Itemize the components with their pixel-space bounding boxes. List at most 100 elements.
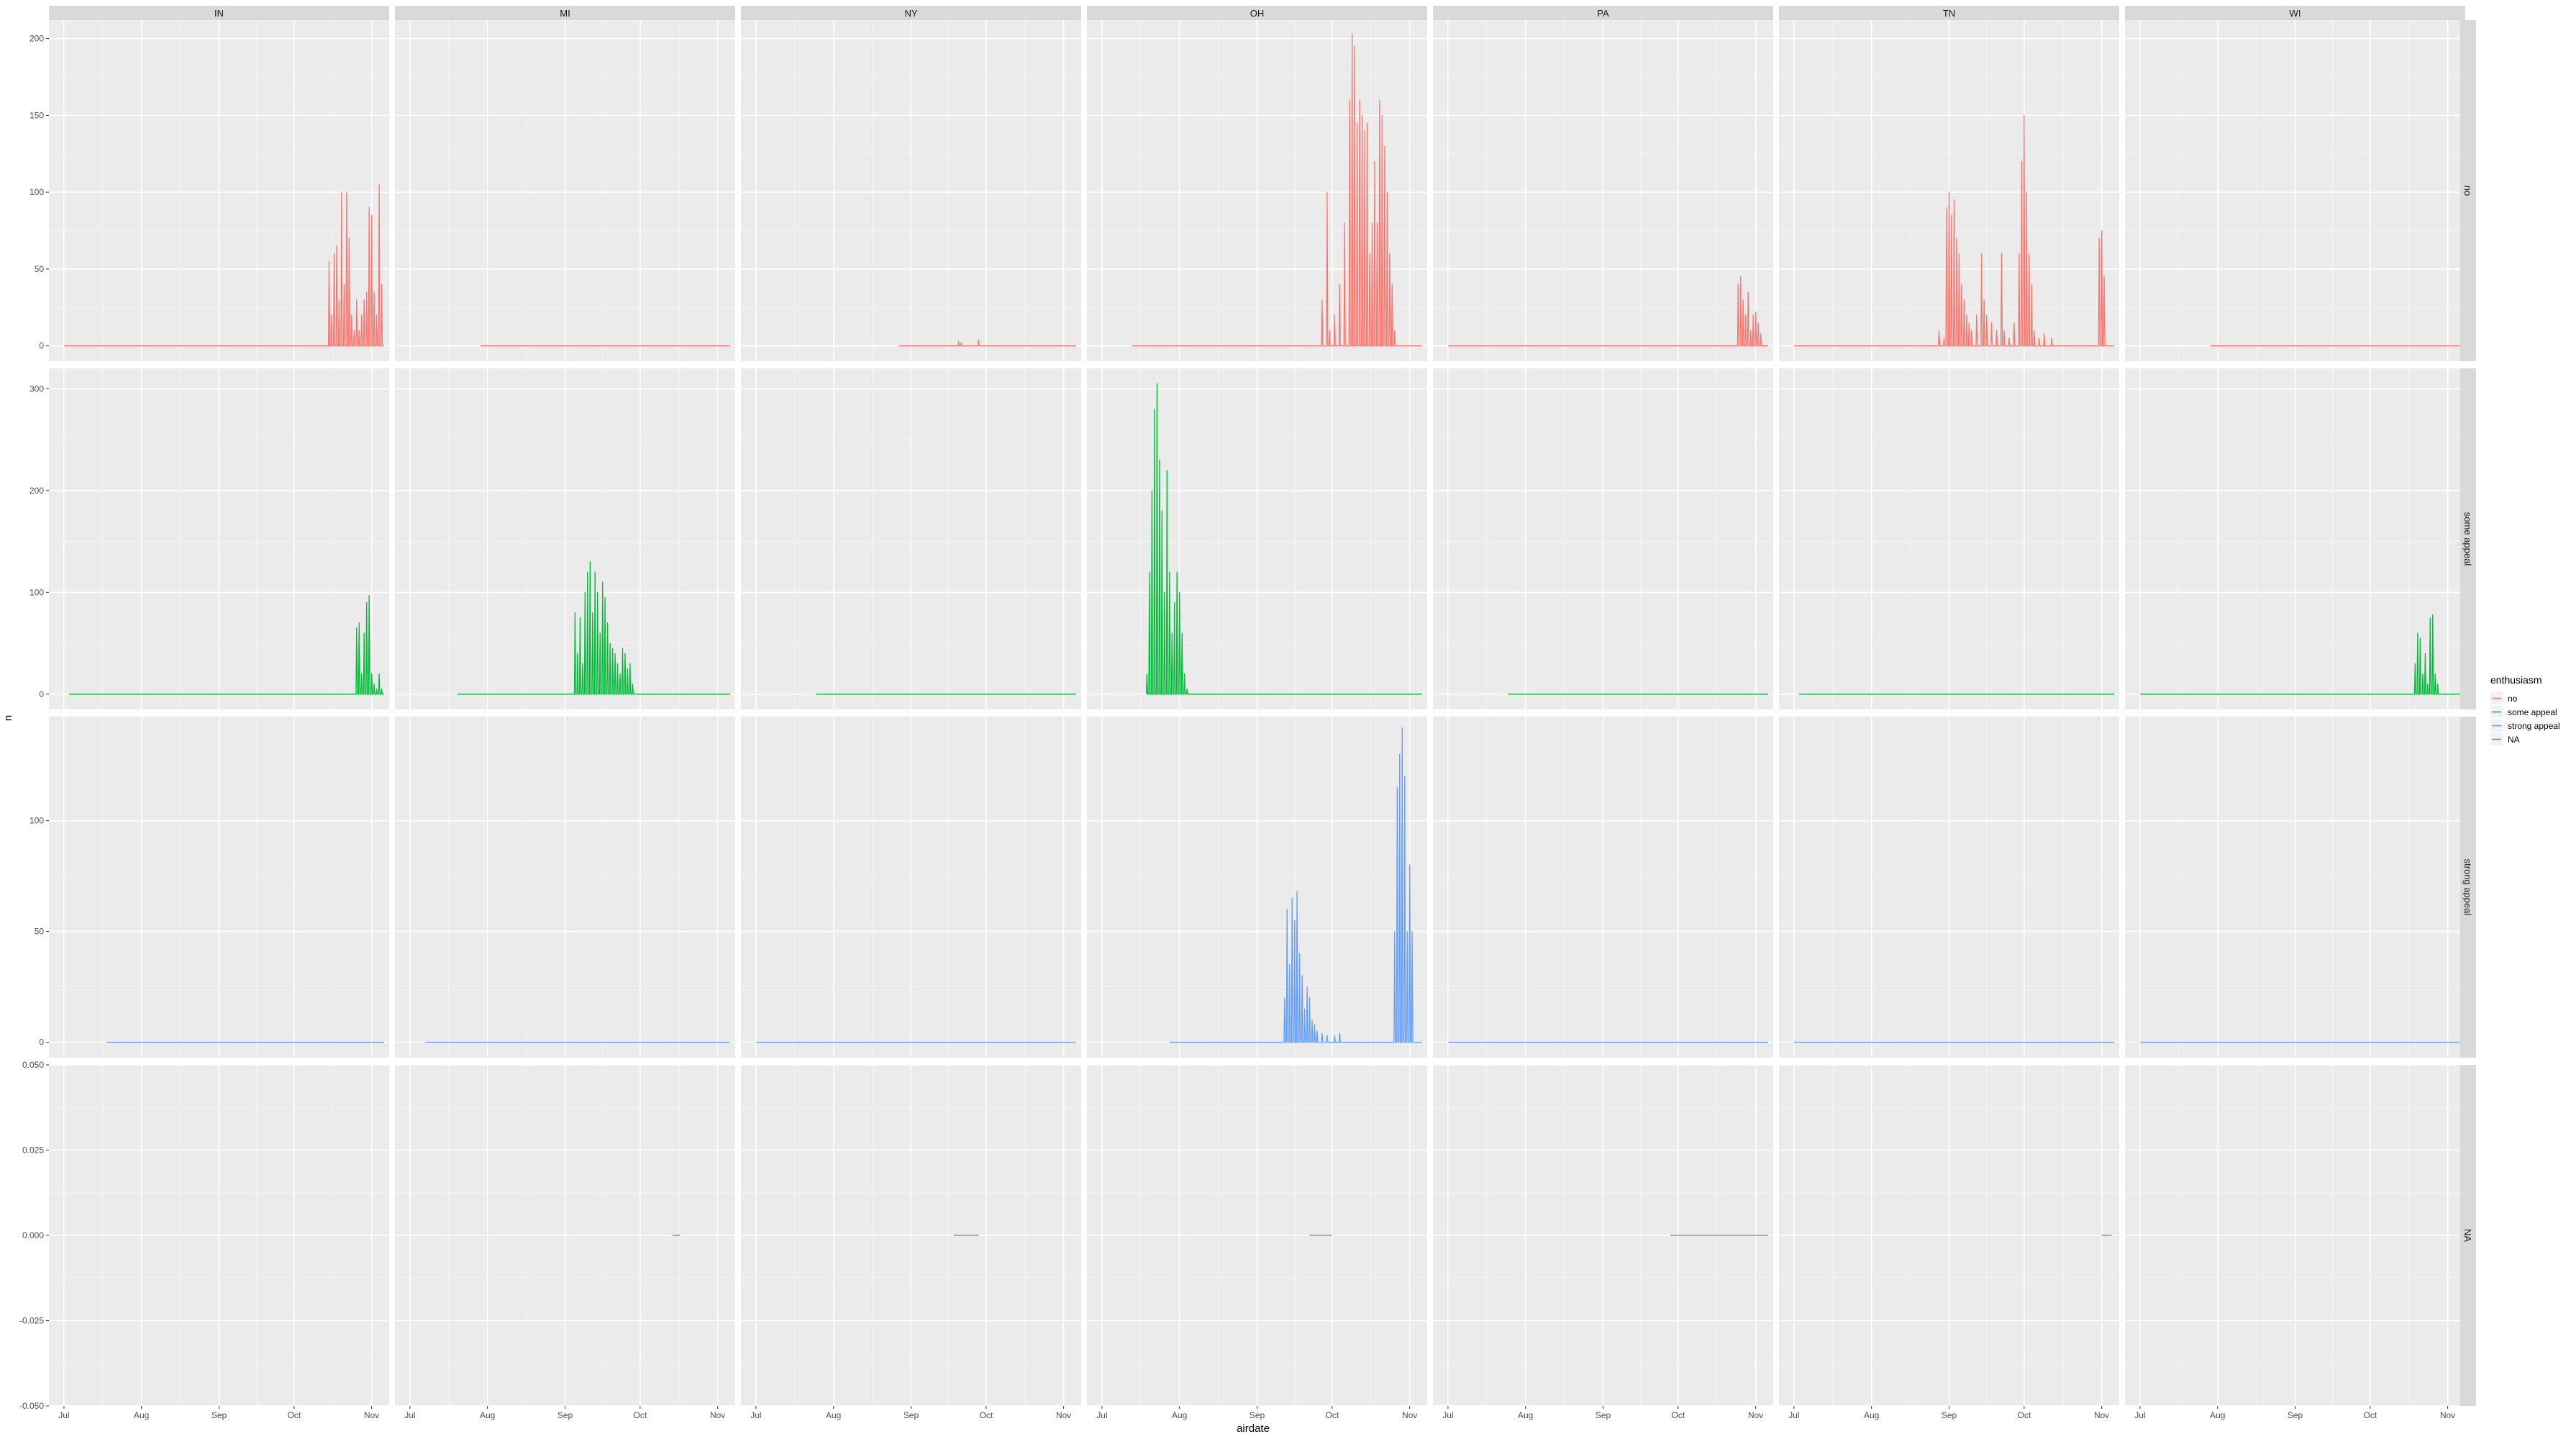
panel-in-na	[49, 1064, 389, 1407]
panel-tn-strong-appeal	[1779, 717, 2119, 1058]
series-line-no	[1793, 114, 2114, 347]
strip-label-na: NA	[2462, 1229, 2473, 1242]
legend: enthusiasm no some appeal strong appeal NA	[2490, 674, 2560, 745]
x-tick-label: Aug	[826, 1410, 841, 1420]
panel-oh-no	[1087, 20, 1427, 361]
y-tick-label: 150	[29, 110, 44, 120]
x-tick-label: Sep	[2288, 1410, 2303, 1420]
x-tick-label: Sep	[1596, 1410, 1611, 1420]
panel-oh-na	[1087, 1064, 1427, 1407]
series-line-strong-appeal	[1169, 727, 1422, 1043]
x-tick-label: Oct	[1326, 1410, 1339, 1420]
strip-label-ny: NY	[904, 8, 917, 19]
x-tick-label: Jul	[1442, 1410, 1453, 1420]
strip-some-appeal	[2460, 368, 2476, 709]
y-tick-label: 200	[29, 34, 44, 44]
strip-label-tn: TN	[1943, 8, 1955, 19]
panel-mi-no	[395, 20, 735, 361]
panel-tn-na	[1779, 1064, 2119, 1407]
strip-in	[49, 6, 389, 20]
series-line-some-appeal	[1145, 383, 1422, 695]
y-tick-label: 0.000	[22, 1230, 44, 1240]
panel-in-no	[49, 20, 389, 361]
x-tick-label: Nov	[1402, 1410, 1417, 1420]
x-tick-label: Jul	[404, 1410, 415, 1420]
series-line-some-appeal	[457, 561, 730, 695]
legend-label-some-appeal: some appeal	[2508, 707, 2557, 717]
x-tick-label: Nov	[2440, 1410, 2455, 1420]
y-tick-label: 50	[35, 927, 45, 937]
panel-ny-some-appeal	[741, 368, 1081, 709]
y-tick-label: -0.025	[19, 1316, 44, 1326]
x-tick-label: Sep	[904, 1410, 919, 1420]
y-axes: 0 50 100 150 200 0 100 200 300 0 50 100 -0.050 -0.025…	[19, 34, 49, 1411]
x-tick-label: Oct	[288, 1410, 301, 1420]
strip-tn	[1779, 6, 2119, 20]
strip-oh	[1087, 6, 1427, 20]
y-tick-label: 50	[35, 264, 45, 274]
panel-pa-no	[1433, 20, 1773, 361]
panel-wi-na	[2125, 1064, 2465, 1407]
panel-mi-some-appeal	[395, 368, 735, 709]
strip-label-pa: PA	[1597, 8, 1609, 19]
x-tick-label: Oct	[1672, 1410, 1685, 1420]
strip-label-oh: OH	[1250, 8, 1265, 19]
panel-pa-strong-appeal	[1433, 717, 1773, 1058]
x-tick-label: Nov	[364, 1410, 379, 1420]
x-tick-label: Aug	[1518, 1410, 1533, 1420]
strip-strong-appeal	[2460, 717, 2476, 1058]
x-tick-label: Sep	[557, 1410, 573, 1420]
y-tick-label: 300	[29, 383, 44, 394]
x-tick-label: Jul	[1788, 1410, 1799, 1420]
strip-label-mi: MI	[560, 8, 570, 19]
x-tick-label: Sep	[1942, 1410, 1957, 1420]
y-tick-label: 100	[29, 187, 44, 197]
x-tick-label: Jul	[58, 1410, 69, 1420]
panel-pa-some-appeal	[1433, 368, 1773, 709]
panel-oh-strong-appeal	[1087, 717, 1427, 1058]
x-tick-label: Jul	[1096, 1410, 1107, 1420]
x-tick-label: Oct	[634, 1410, 647, 1420]
y-tick-label: 0.025	[22, 1145, 44, 1156]
panel-pa-na	[1433, 1064, 1773, 1407]
panel-mi-na	[395, 1064, 735, 1407]
x-tick-label: Oct	[2364, 1410, 2377, 1420]
series-line-no	[898, 339, 1076, 347]
x-tick-label: Aug	[1172, 1410, 1187, 1420]
panel-ny-strong-appeal	[741, 717, 1081, 1058]
panel-tn-no	[1779, 20, 2119, 361]
x-tick-label: Aug	[1864, 1410, 1879, 1420]
y-tick-label: 0	[39, 689, 44, 699]
x-tick-label: Sep	[211, 1410, 227, 1420]
strip-label-some-appeal: some appeal	[2462, 512, 2473, 566]
x-tick-label: Jul	[750, 1410, 761, 1420]
row-strips: no some appeal strong appeal NA	[2460, 20, 2476, 1406]
series-line-no	[63, 183, 384, 347]
x-tick-label: Nov	[710, 1410, 725, 1420]
strip-ny	[741, 6, 1081, 20]
panel-oh-some-appeal	[1087, 368, 1427, 709]
y-axis-title: n	[2, 715, 14, 721]
column-strips: IN MI NY OH PA TN WI	[49, 6, 2465, 20]
y-tick-label: 0	[39, 341, 44, 351]
x-tick-label: Nov	[1056, 1410, 1071, 1420]
panel-in-some-appeal	[49, 368, 389, 709]
y-tick-label: 100	[29, 587, 44, 597]
legend-label-no: no	[2508, 694, 2518, 704]
facet-panels	[49, 20, 2465, 1407]
strip-na	[2460, 1065, 2476, 1406]
series-line-some-appeal	[68, 594, 384, 695]
x-tick-label: Oct	[980, 1410, 993, 1420]
x-tick-label: Oct	[2018, 1410, 2031, 1420]
strip-label-wi: WI	[2290, 8, 2301, 19]
y-tick-label: 0	[39, 1037, 44, 1047]
series-line-some-appeal	[2139, 614, 2460, 695]
panel-ny-no	[741, 20, 1081, 361]
x-tick-label: Nov	[1748, 1410, 1763, 1420]
strip-no	[2460, 20, 2476, 361]
strip-mi	[395, 6, 735, 20]
x-tick-label: Nov	[2094, 1410, 2109, 1420]
x-tick-label: Sep	[1250, 1410, 1265, 1420]
strip-pa	[1433, 6, 1773, 20]
